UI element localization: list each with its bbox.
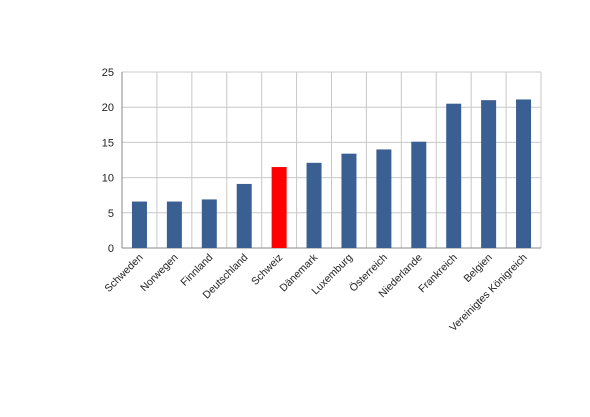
chart-grid — [121, 71, 542, 249]
chart-bars — [131, 99, 532, 249]
x-axis-labels: SchwedenNorwegenFinnlandDeutschlandSchwe… — [102, 251, 529, 334]
x-category-label: Norwegen — [138, 252, 180, 294]
bar-7 — [341, 153, 357, 248]
bar-9 — [411, 141, 427, 248]
bar-11 — [481, 100, 497, 248]
bar-1 — [131, 201, 147, 248]
bar-5 — [271, 167, 287, 248]
x-category-label: Belgien — [461, 252, 494, 285]
y-tick-label: 20 — [102, 102, 114, 114]
bar-12 — [516, 99, 532, 249]
y-tick-label: 10 — [102, 173, 114, 185]
bar-8 — [376, 149, 392, 248]
y-tick-label: 25 — [102, 67, 114, 79]
y-tick-label: 0 — [108, 243, 114, 255]
y-tick-label: 15 — [102, 137, 114, 149]
bar-3 — [201, 199, 217, 248]
bar-2 — [166, 201, 182, 248]
bar-6 — [306, 162, 322, 248]
y-axis-ticks: 0 5 10 15 20 25 — [102, 67, 114, 255]
bar-4 — [236, 183, 252, 248]
y-tick-label: 5 — [108, 208, 114, 220]
x-category-label: Schweden — [102, 252, 145, 295]
bar-10 — [446, 103, 462, 249]
